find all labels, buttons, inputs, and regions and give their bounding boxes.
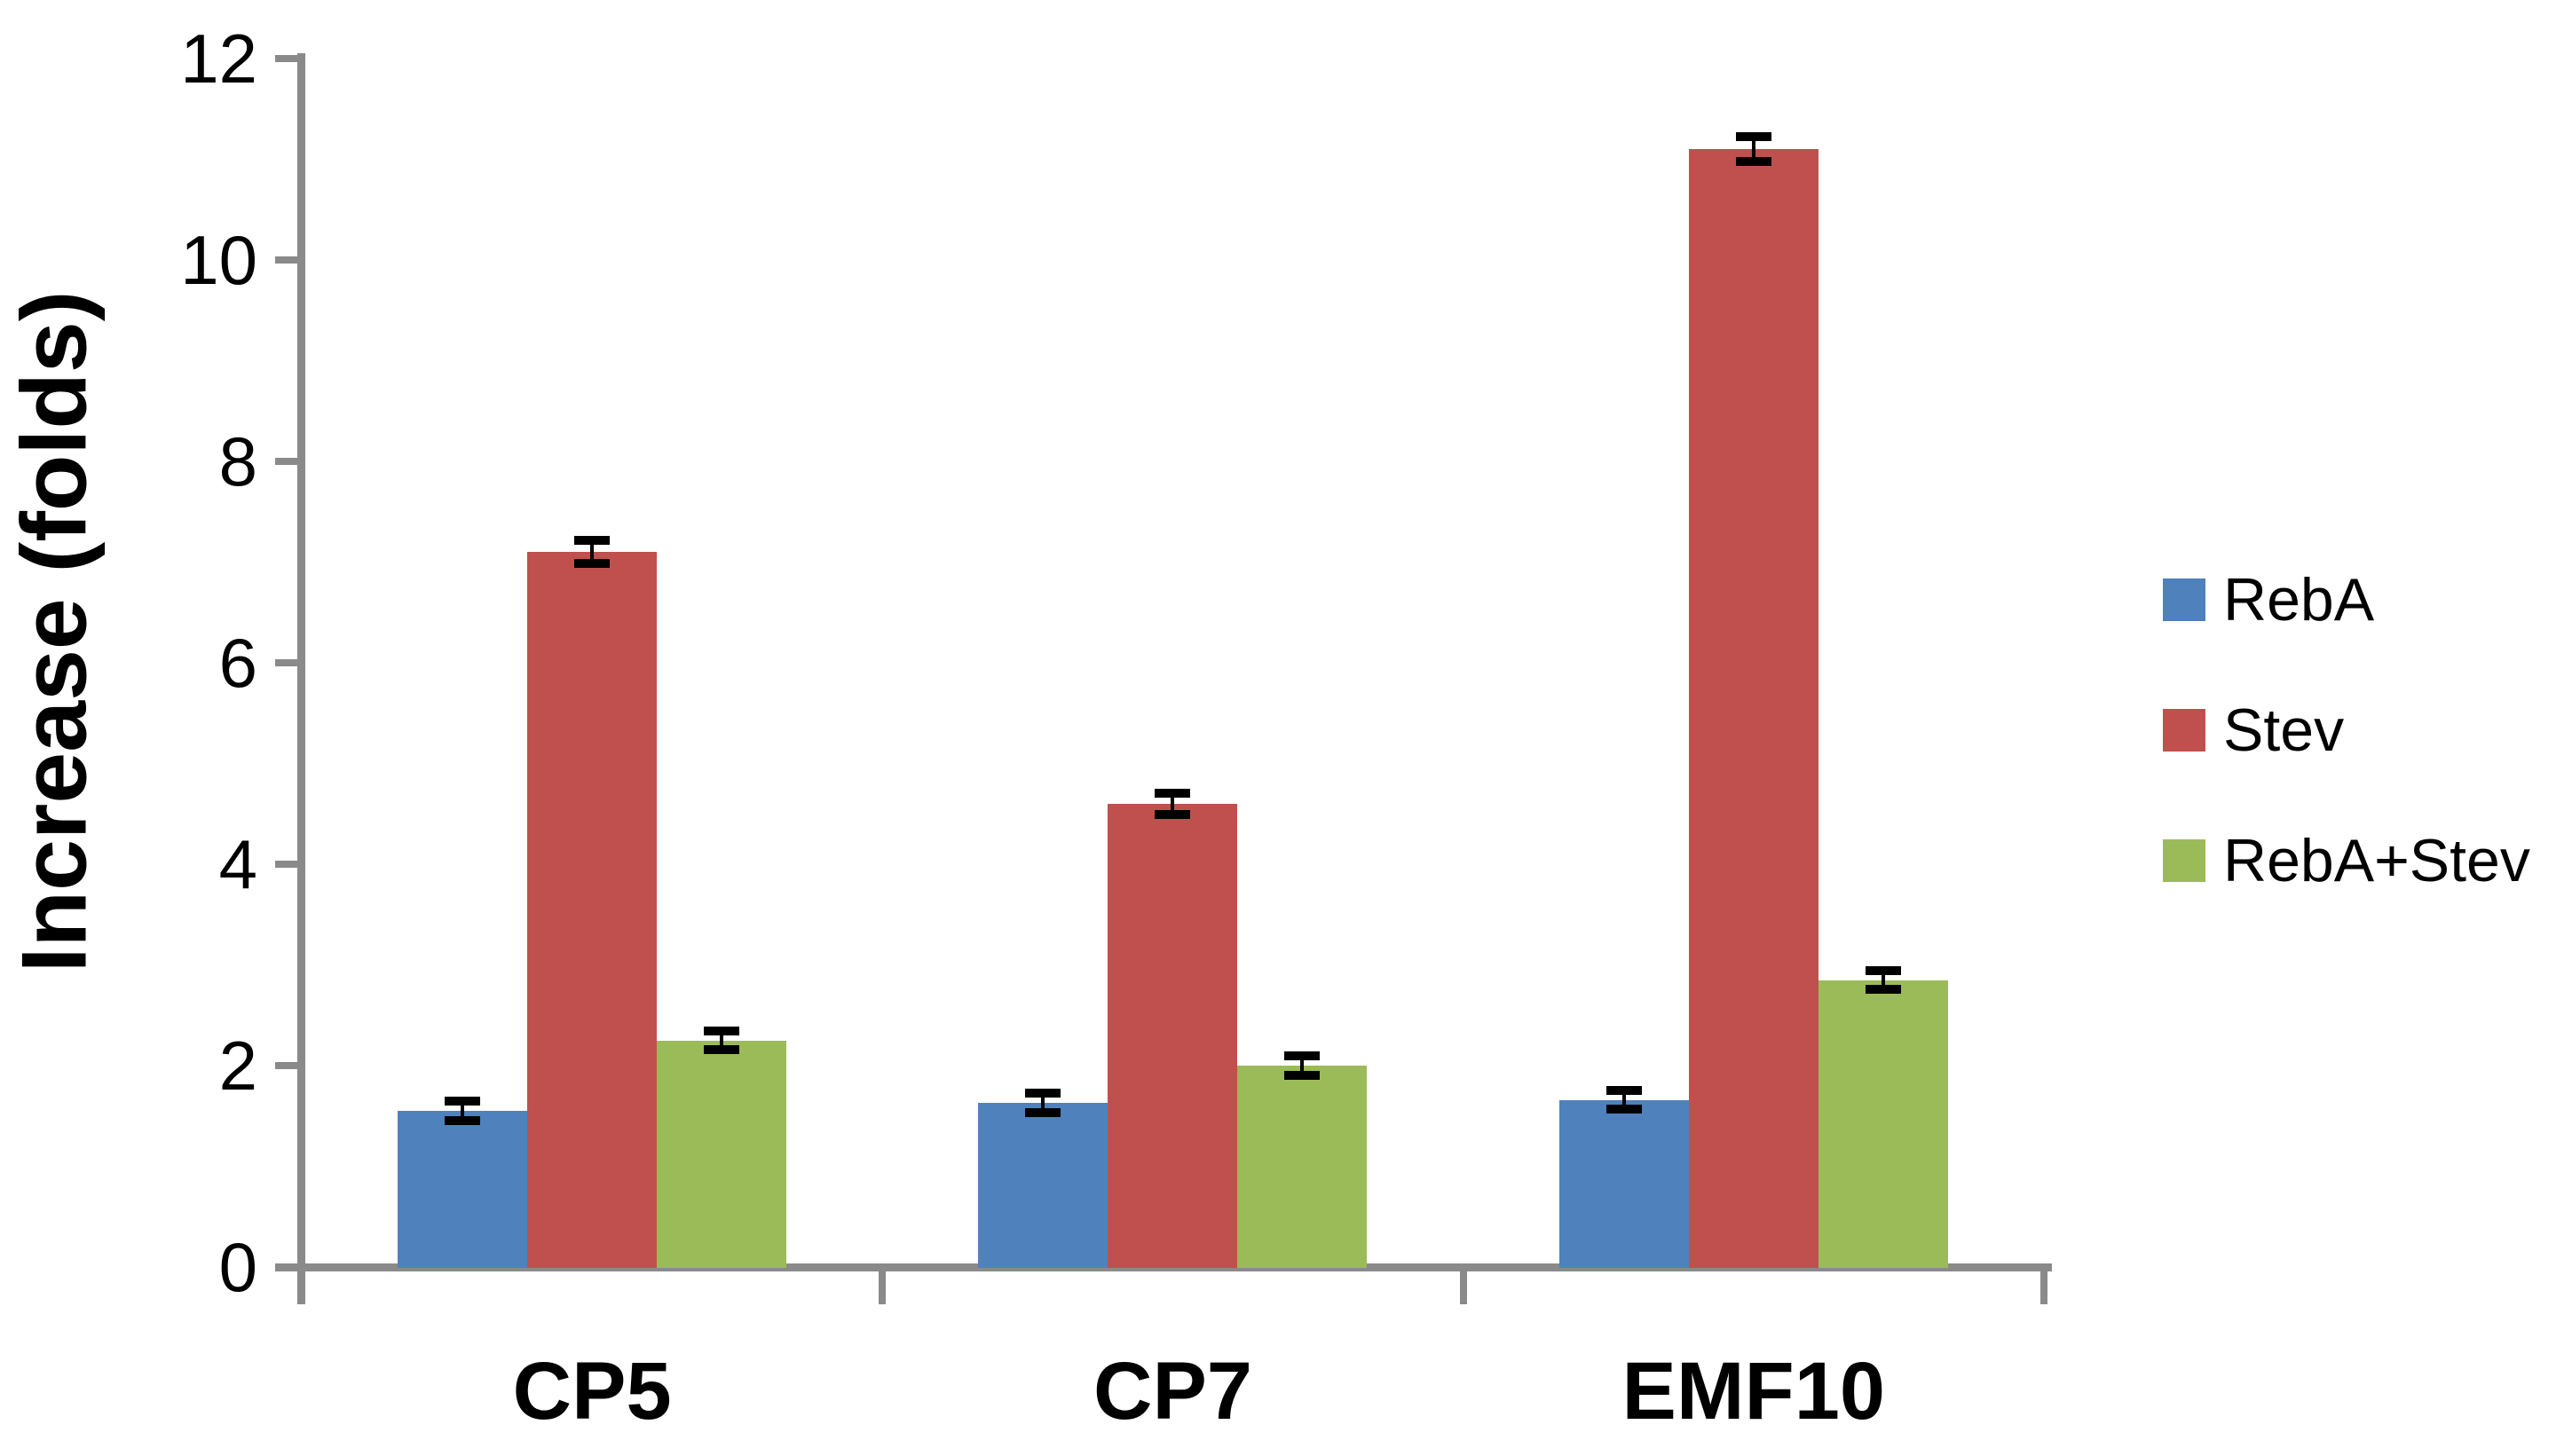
y-tick-mark-2	[275, 1062, 302, 1069]
y-tick-label-2: 2	[218, 1027, 257, 1105]
error-cap-bottom	[1155, 809, 1191, 819]
y-tick-label-0: 0	[218, 1228, 257, 1306]
y-tick-mark-0	[275, 1263, 302, 1271]
error-line	[1041, 1089, 1045, 1117]
legend-label-stev: Stev	[2223, 697, 2345, 764]
error-line	[1751, 132, 1755, 167]
y-axis-line	[297, 53, 305, 1304]
error-bar-emf10-stev	[1735, 132, 1771, 167]
legend: RebA Stev RebA+Stev	[2163, 570, 2530, 970]
error-line	[1621, 1085, 1626, 1114]
error-line	[1881, 965, 1885, 995]
bar-cp5-reba	[398, 1111, 527, 1268]
legend-swatch-reba-stev	[2163, 839, 2205, 882]
category-tick	[298, 1271, 305, 1304]
error-bar-cp7-stev	[1155, 789, 1191, 819]
error-line	[1171, 789, 1175, 819]
legend-item-stev: Stev	[2163, 700, 2530, 760]
category-tick	[879, 1271, 887, 1304]
category-tick	[1459, 1271, 1467, 1304]
error-line	[720, 1026, 723, 1055]
error-line	[1300, 1051, 1305, 1080]
legend-label-reba-stev: RebA+Stev	[2223, 827, 2530, 894]
error-cap-bottom	[1605, 1105, 1642, 1114]
y-tick-mark-4	[275, 861, 302, 868]
y-tick-mark-6	[275, 659, 302, 666]
x-category-label-cp5: CP5	[512, 1346, 672, 1436]
x-category-label-cp7: CP7	[1093, 1346, 1252, 1436]
error-cap-bottom	[574, 559, 610, 569]
y-tick-mark-8	[275, 458, 302, 465]
error-line	[461, 1097, 464, 1125]
category-tick	[2039, 1271, 2047, 1304]
error-cap-bottom	[704, 1045, 739, 1055]
bar-cp7-stev	[1108, 803, 1238, 1268]
y-tick-label-10: 10	[180, 221, 257, 299]
y-tick-label-4: 4	[218, 825, 257, 903]
bar-cp7-reba-stev	[1237, 1066, 1368, 1268]
legend-swatch-stev	[2163, 709, 2205, 752]
error-cap-bottom	[1284, 1070, 1321, 1080]
error-bar-emf10-reba-stev	[1865, 965, 1901, 995]
bar-emf10-reba-stev	[1818, 980, 1948, 1268]
error-bar-cp7-reba-stev	[1284, 1051, 1321, 1080]
legend-label-reba: RebA	[2223, 566, 2375, 634]
y-tick-mark-12	[275, 55, 302, 62]
y-tick-mark-10	[275, 256, 302, 264]
bar-emf10-reba	[1558, 1099, 1689, 1268]
error-bar-emf10-reba	[1605, 1085, 1642, 1114]
bar-cp7-reba	[978, 1102, 1108, 1268]
error-bar-cp5-stev	[574, 536, 610, 569]
legend-swatch-reba	[2163, 578, 2205, 621]
bar-cp5-reba-stev	[657, 1040, 786, 1268]
error-cap-bottom	[1865, 985, 1901, 995]
legend-item-reba-stev: RebA+Stev	[2163, 830, 2530, 891]
y-tick-label-12: 12	[180, 20, 257, 98]
bar-cp5-stev	[527, 552, 657, 1268]
error-line	[590, 536, 594, 569]
bar-emf10-stev	[1688, 149, 1818, 1268]
x-category-label-emf10: EMF10	[1621, 1346, 1886, 1436]
error-bar-cp5-reba-stev	[704, 1026, 739, 1055]
legend-item-reba: RebA	[2163, 570, 2530, 630]
error-bar-cp5-reba	[445, 1097, 480, 1125]
error-cap-bottom	[1735, 157, 1771, 167]
y-tick-label-6: 6	[218, 624, 257, 702]
error-cap-bottom	[445, 1115, 480, 1125]
y-tick-label-8: 8	[218, 422, 257, 500]
error-cap-bottom	[1025, 1107, 1061, 1117]
error-bar-cp7-reba	[1025, 1089, 1061, 1117]
